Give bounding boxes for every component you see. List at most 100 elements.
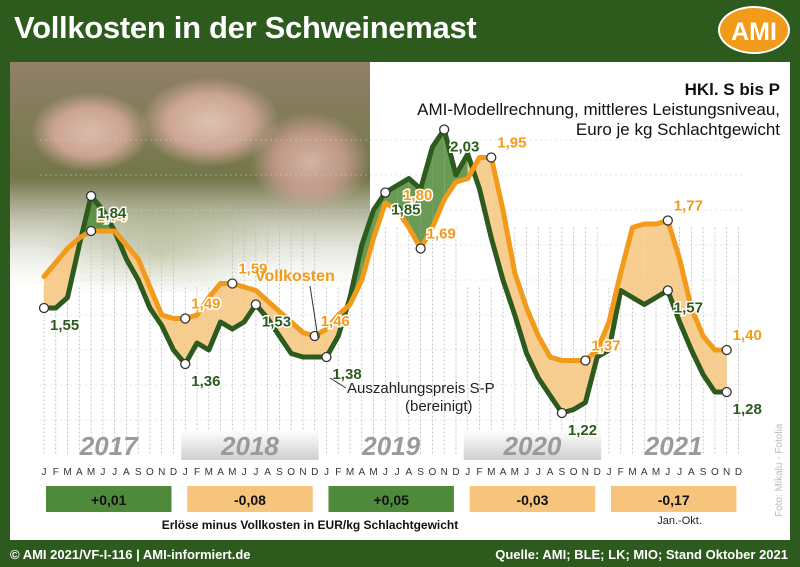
- difference-value: -0,08: [234, 492, 266, 508]
- month-tick-label: S: [559, 467, 566, 478]
- data-point: [721, 344, 732, 356]
- month-tick-label: A: [500, 467, 507, 478]
- band-segment: [644, 224, 657, 305]
- month-tick-label: N: [723, 467, 730, 478]
- series-label-vollkosten: Vollkosten: [255, 268, 335, 285]
- month-tick-label: A: [264, 467, 271, 478]
- month-tick-label: N: [158, 467, 165, 478]
- year-labels: 2017 2018 2019 2020 2021: [79, 430, 703, 461]
- vollkosten-labels: 1,74 1,49 1,59 1,46 1,80 1,69 1,95 1,37 1,77 1,40: [85, 133, 763, 366]
- data-point: [391, 204, 403, 216]
- difference-box: [469, 486, 596, 512]
- month-tick-label: J: [677, 467, 682, 478]
- data-label: 1,55: [50, 317, 79, 334]
- data-label: 1,85: [391, 202, 420, 219]
- series-label-auszahlung: Auszahlungspreis S-P: [347, 380, 495, 397]
- year-label: 2017: [79, 431, 139, 461]
- band-segment: [185, 315, 198, 364]
- month-tick-label: J: [324, 467, 329, 478]
- data-point: [580, 355, 591, 366]
- month-tick-label: O: [570, 467, 578, 478]
- band-segment: [656, 220, 668, 298]
- data-point: [556, 407, 568, 419]
- month-tick-label: J: [395, 467, 400, 478]
- data-label: 1,40: [733, 327, 762, 344]
- difference-value: +0,01: [91, 492, 127, 508]
- month-tick-label: A: [217, 467, 224, 478]
- data-point: [250, 299, 262, 310]
- month-tick-label: J: [183, 467, 188, 478]
- month-tick-label: S: [700, 467, 707, 478]
- band-segment: [232, 283, 245, 329]
- month-tick-label: M: [346, 467, 354, 478]
- month-tick-label: J: [465, 467, 470, 478]
- data-label: 1,57: [674, 300, 703, 317]
- band-segment: [491, 157, 504, 280]
- data-point: [180, 313, 191, 324]
- month-tick-label: J: [100, 467, 105, 478]
- year-label: 2018: [220, 431, 279, 461]
- month-tick-label: M: [228, 467, 236, 478]
- year-shade: [181, 430, 319, 460]
- month-tick-label: F: [618, 467, 624, 478]
- data-label: 1,84: [97, 205, 127, 222]
- data-label: 1,95: [497, 135, 526, 152]
- difference-caption: Erlöse minus Vollkosten in EUR/kg Schlac…: [162, 518, 459, 532]
- footer-bar: © AMI 2021/VF-I-116 | AMI-informiert.de …: [0, 540, 800, 567]
- band-segment: [420, 147, 433, 249]
- month-tick-label: A: [641, 467, 648, 478]
- band-segment: [632, 224, 645, 305]
- data-point: [321, 351, 332, 363]
- month-tick-label: D: [170, 467, 177, 478]
- month-tick-label: A: [76, 467, 83, 478]
- year-label: 2020: [503, 431, 562, 461]
- month-tick-label: N: [582, 467, 589, 478]
- data-label: 1,77: [674, 198, 703, 215]
- data-label: 1,59: [238, 261, 267, 278]
- month-tick-label: M: [511, 467, 519, 478]
- data-label: 1,22: [568, 422, 597, 439]
- page-title: Vollkosten in der Schweinemast: [14, 10, 477, 45]
- month-tick-label: F: [476, 467, 482, 478]
- month-tick-label: A: [688, 467, 695, 478]
- year-label: 2019: [361, 431, 420, 461]
- difference-band: [44, 129, 727, 413]
- month-tick-label: J: [242, 467, 247, 478]
- month-tick-label: M: [87, 467, 95, 478]
- month-tick-label: M: [369, 467, 377, 478]
- ami-logo: AMI: [718, 6, 790, 54]
- callout-line: [329, 377, 347, 389]
- series-line-vollkosten: [41, 155, 730, 363]
- band-segment: [397, 178, 409, 228]
- difference-value: -0,03: [516, 492, 548, 508]
- month-tick-label: O: [711, 467, 719, 478]
- month-tick-label: J: [112, 467, 117, 478]
- data-label: 1,38: [332, 366, 361, 383]
- month-tick-label: M: [205, 467, 213, 478]
- data-label: 1,53: [262, 314, 291, 331]
- difference-box: [46, 486, 172, 512]
- difference-box: [610, 486, 737, 512]
- month-tick-label: A: [123, 467, 130, 478]
- band-segment: [526, 308, 539, 378]
- month-tick-label: O: [287, 467, 295, 478]
- month-tick-label: J: [606, 467, 611, 478]
- data-point: [662, 215, 673, 226]
- data-label: 2,03: [450, 139, 479, 156]
- month-tick-label: S: [417, 467, 424, 478]
- month-tick-label: O: [146, 467, 154, 478]
- month-tick-label: O: [429, 467, 437, 478]
- month-tick-label: M: [628, 467, 636, 478]
- band-segment: [55, 248, 68, 308]
- month-tick-label: D: [452, 467, 459, 478]
- month-tick-label: J: [42, 467, 47, 478]
- data-point: [439, 124, 450, 135]
- band-segment: [714, 350, 727, 392]
- footer-copyright: © AMI 2021/VF-I-116 | AMI-informiert.de: [10, 547, 251, 562]
- chart-panel: HKl. S bis P AMI-Modellrechnung, mittler…: [10, 62, 790, 540]
- data-point: [85, 225, 97, 237]
- series-callouts: Vollkosten Auszahlungspreis S-P(bereinigt…: [255, 268, 495, 415]
- month-tick-label: J: [383, 467, 388, 478]
